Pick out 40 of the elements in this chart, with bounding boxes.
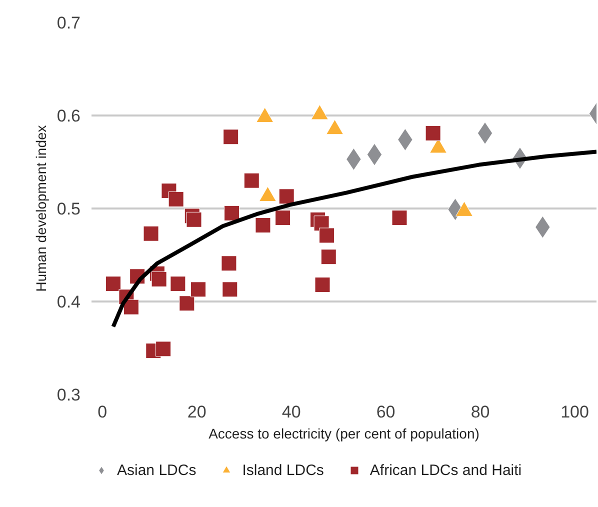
x-tick-label: 0 bbox=[98, 402, 108, 422]
point bbox=[221, 256, 237, 272]
point bbox=[123, 299, 139, 315]
point bbox=[156, 341, 172, 357]
y-tick-label: 0.4 bbox=[56, 292, 81, 312]
legend-label: Island LDCs bbox=[242, 462, 324, 478]
point bbox=[255, 217, 271, 233]
point bbox=[314, 277, 330, 293]
point bbox=[244, 172, 260, 188]
point bbox=[151, 271, 167, 287]
point bbox=[224, 205, 240, 221]
x-tick-label: 40 bbox=[282, 402, 301, 422]
x-tick-label: 20 bbox=[187, 402, 206, 422]
point bbox=[186, 212, 202, 228]
y-tick-label: 0.6 bbox=[56, 106, 81, 126]
point bbox=[170, 276, 186, 292]
point bbox=[222, 282, 238, 298]
point bbox=[392, 210, 408, 226]
legend-label: Asian LDCs bbox=[117, 462, 196, 478]
point bbox=[223, 129, 239, 145]
point bbox=[143, 226, 159, 242]
legend-label: African LDCs and Haiti bbox=[370, 462, 522, 478]
line-series bbox=[111, 150, 596, 329]
point bbox=[278, 188, 294, 204]
y-tick-label: 0.3 bbox=[56, 386, 81, 404]
point bbox=[179, 296, 195, 312]
point bbox=[190, 282, 206, 298]
y-tick-label: 0.7 bbox=[56, 14, 81, 32]
point bbox=[320, 249, 336, 265]
point bbox=[275, 210, 291, 226]
point bbox=[105, 276, 121, 292]
x-tick-label: 100 bbox=[560, 402, 589, 422]
x-axis-title: Access to electricity (per cent of population) bbox=[208, 426, 480, 442]
point bbox=[319, 228, 335, 244]
y-axis-title: Human development index bbox=[32, 125, 49, 292]
point bbox=[425, 125, 441, 141]
x-tick-label: 80 bbox=[470, 402, 490, 422]
x-tick-label: 60 bbox=[376, 402, 396, 422]
point bbox=[168, 191, 184, 207]
y-tick-label: 0.5 bbox=[56, 200, 81, 218]
